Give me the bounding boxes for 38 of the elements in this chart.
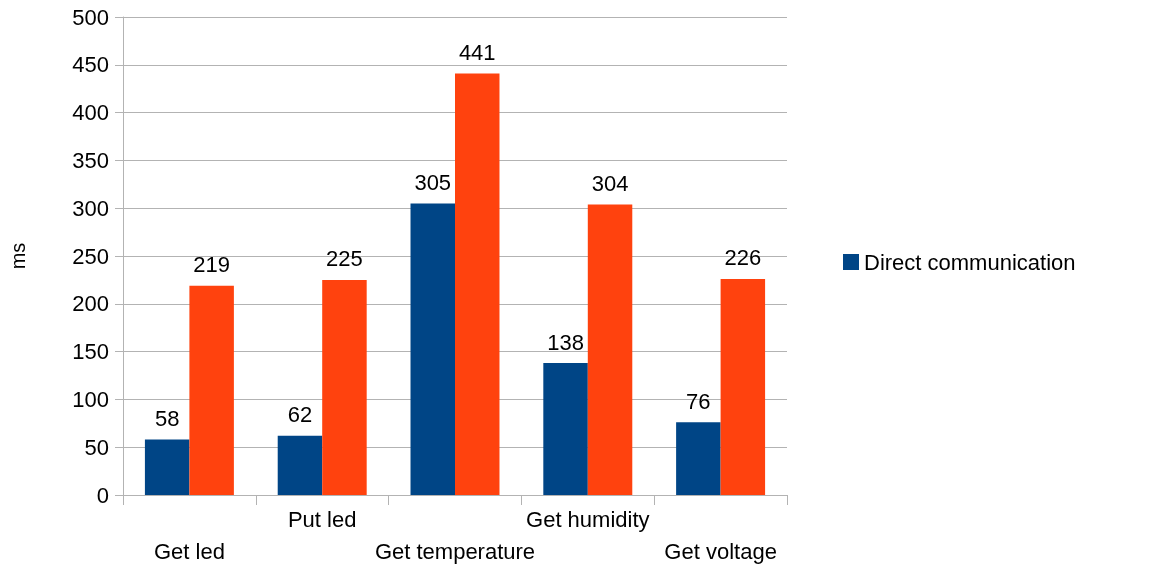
data-label: 62: [287, 402, 313, 428]
y-axis-title: ms: [7, 242, 29, 270]
y-tick-label: 100: [72, 386, 109, 412]
x-tick-label: Get voltage: [664, 538, 777, 564]
data-label: 441: [458, 39, 496, 65]
x-tick-label: Get led: [153, 538, 225, 564]
data-label: 226: [724, 245, 762, 271]
y-tick-label: 350: [72, 147, 109, 173]
legend-label: Direct communication: [864, 249, 1076, 275]
y-tick-label: 0: [96, 482, 109, 508]
bar: [543, 363, 588, 495]
bar: [322, 279, 367, 495]
y-tick-label: 150: [72, 339, 109, 365]
data-label: 219: [193, 252, 230, 278]
bar: [144, 439, 190, 495]
bar: [676, 422, 721, 495]
data-label: 304: [591, 170, 629, 196]
bar: [587, 204, 633, 495]
data-label: 58: [154, 406, 180, 432]
y-tick-label: 250: [72, 243, 109, 269]
y-tick-label: 400: [72, 100, 109, 126]
x-tick-label: Get temperature: [374, 538, 536, 564]
data-label: 225: [326, 246, 363, 272]
bar: [277, 435, 323, 495]
y-tick-label: 300: [72, 195, 109, 221]
bar: [455, 73, 500, 495]
y-tick-label: 450: [72, 52, 109, 78]
y-tick-label: 50: [84, 434, 109, 460]
y-tick-label: 500: [72, 4, 109, 30]
data-label: 138: [547, 329, 584, 355]
y-tick-label: 200: [72, 291, 109, 317]
data-label: 76: [686, 388, 711, 414]
data-label: 305: [414, 169, 452, 195]
bar: [189, 285, 234, 495]
x-tick-label: Get humidity: [526, 506, 650, 532]
bar: [720, 278, 766, 495]
x-tick-label: Put led: [287, 506, 357, 532]
bar: [410, 203, 455, 495]
